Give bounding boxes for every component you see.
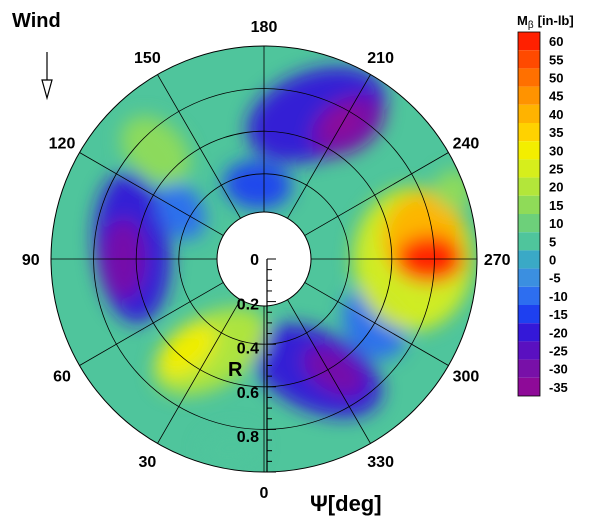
angle-axis-title: Ψ[deg] xyxy=(310,491,382,516)
colorbar-tick-label: 0 xyxy=(549,253,556,268)
colorbar-swatch xyxy=(518,268,540,287)
colorbar-frame xyxy=(517,31,541,397)
colorbar-swatch xyxy=(518,341,540,360)
svg-text:Mβ[in-lb]: Mβ [in-lb] xyxy=(517,13,574,31)
colorbar-tick-label: 55 xyxy=(549,52,563,67)
colorbar-swatch xyxy=(518,50,540,69)
grid-spoke xyxy=(304,282,449,366)
colorbar-tick-label: -30 xyxy=(549,362,568,377)
colorbar-swatch xyxy=(518,359,540,378)
contour-region xyxy=(303,346,365,396)
colorbar-tick-label: 50 xyxy=(549,71,563,86)
grid-spoke xyxy=(304,152,449,236)
colorbar-tick-label: -10 xyxy=(549,289,568,304)
colorbar-swatch xyxy=(518,305,540,324)
grid-spoke xyxy=(157,74,241,219)
colorbar-tick-label: 35 xyxy=(549,125,563,140)
colorbar-tick-label: 45 xyxy=(549,89,563,104)
colorbar-tick-label: 40 xyxy=(549,107,563,122)
wind-label: Wind xyxy=(12,10,61,32)
colorbar-tick-label: -20 xyxy=(549,325,568,340)
angle-tick-label: 300 xyxy=(453,369,480,386)
angle-tick-label: 180 xyxy=(251,19,278,36)
radial-axis-title: R xyxy=(228,359,243,381)
colorbar-swatch xyxy=(518,177,540,196)
angle-tick-label: 330 xyxy=(367,454,394,471)
colorbar-swatch xyxy=(518,323,540,342)
grid-spoke xyxy=(79,282,224,366)
colorbar-tick-label: 10 xyxy=(549,216,563,231)
grid-spoke xyxy=(287,299,371,444)
colorbar-swatch xyxy=(518,250,540,269)
colorbar-swatch xyxy=(518,195,540,214)
colorbar-tick-label: 20 xyxy=(549,180,563,195)
colorbar-swatch xyxy=(518,104,540,123)
colorbar-swatch xyxy=(518,86,540,105)
colorbar-swatch xyxy=(518,214,540,233)
angle-tick-label: 240 xyxy=(453,135,480,152)
colorbar-swatch xyxy=(518,141,540,160)
angle-tick-label: 90 xyxy=(22,252,40,269)
radial-axis: 0 0.2 0.4 0.6 0.8 xyxy=(237,252,276,473)
colorbar: Mβ [in-lb] 605550454035302520151050-5-10-… xyxy=(517,13,574,397)
radial-tick-label: 0.4 xyxy=(237,341,259,358)
contour-region xyxy=(200,427,261,469)
polar-grid xyxy=(51,46,477,472)
radial-tick-label: 0.2 xyxy=(237,296,259,313)
colorbar-title-unit: [in-lb] xyxy=(538,13,574,28)
colorbar-tick-label: 25 xyxy=(549,162,563,177)
angle-tick-label: 150 xyxy=(134,50,161,67)
contour-field xyxy=(51,46,477,472)
colorbar-swatch xyxy=(518,286,540,305)
contour-region xyxy=(158,323,217,378)
angle-tick-label: 0 xyxy=(260,485,269,502)
angle-tick-label: 120 xyxy=(49,135,76,152)
colorbar-title-sub: β xyxy=(528,20,534,31)
angle-tick-labels: 0 30 60 90 120 150 180 210 240 270 300 330 xyxy=(22,19,511,502)
angle-tick-label: 60 xyxy=(53,369,71,386)
radial-tick-label: 0.8 xyxy=(237,429,259,446)
colorbar-swatch xyxy=(518,123,540,142)
colorbar-swatch xyxy=(518,159,540,178)
angle-tick-label: 30 xyxy=(138,454,156,471)
colorbar-tick-label: -25 xyxy=(549,344,568,359)
colorbar-swatch xyxy=(518,377,540,396)
colorbar-tick-label: 15 xyxy=(549,198,563,213)
grid-spoke xyxy=(79,152,224,236)
radial-tick-label: 0 xyxy=(250,252,259,269)
angle-tick-label: 210 xyxy=(367,50,394,67)
contour-region xyxy=(121,116,191,186)
colorbar-title-main: M xyxy=(517,13,528,28)
colorbar-tick-label: 60 xyxy=(549,34,563,49)
grid-spoke xyxy=(287,74,371,219)
colorbar-tick-label: 30 xyxy=(549,143,563,158)
grid-spoke xyxy=(157,299,241,444)
colorbar-tick-label: -15 xyxy=(549,307,568,322)
colorbar-tick-label: -5 xyxy=(549,271,561,286)
colorbar-swatch xyxy=(518,32,540,51)
disc-outline xyxy=(50,45,478,473)
colorbar-swatch xyxy=(518,68,540,87)
contour-region xyxy=(223,160,292,209)
wind-arrow-icon xyxy=(41,52,53,101)
colorbar-tick-label: 5 xyxy=(549,234,556,249)
colorbar-swatch xyxy=(518,232,540,251)
angle-tick-label: 270 xyxy=(484,252,511,269)
hub-cutout xyxy=(216,211,312,307)
colorbar-tick-label: -35 xyxy=(549,380,568,395)
radial-tick-label: 0.6 xyxy=(237,385,259,402)
